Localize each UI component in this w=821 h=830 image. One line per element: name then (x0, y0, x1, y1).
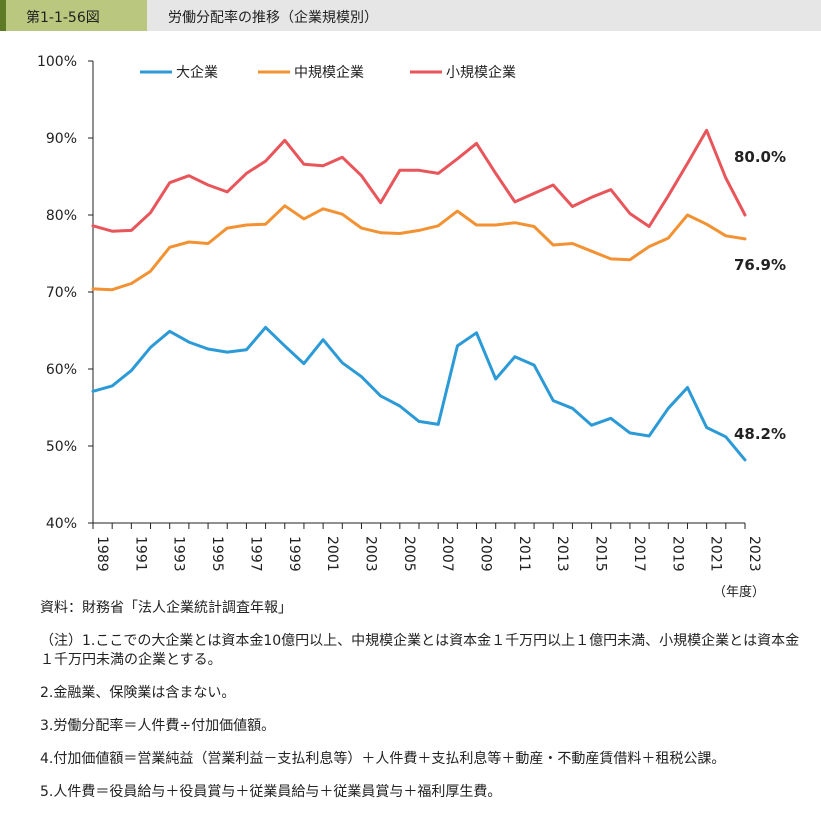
x-tick-label: 2021 (708, 536, 724, 572)
x-tick-label: 1989 (94, 536, 110, 572)
x-tick-label: 2003 (362, 536, 378, 572)
figure-header: 第1-1-56図 労働分配率の推移（企業規模別） (0, 0, 821, 31)
chart-axes: 40% 50% 60% 70% 80% 90% 100% 1989 1991 1993 1995 19… (37, 54, 762, 572)
x-tick-label: 2015 (593, 536, 609, 572)
figure-notes: 資料：財務省「法人企業統計調査年報」 （注）1.ここでの大企業とは資本金10億円… (40, 599, 800, 816)
y-tick-label: 80% (46, 208, 77, 224)
note-2: 2.金融業、保険業は含まない。 (40, 685, 236, 701)
legend-label: 小規模企業 (446, 64, 516, 81)
y-tick-label: 70% (46, 285, 77, 301)
x-tick-label: 2017 (631, 536, 647, 572)
y-tick-label: 40% (46, 516, 77, 532)
chart-legend: 大企業 中規模企業 小規模企業 (140, 64, 516, 81)
figure-number-box: 第1-1-56図 (0, 0, 147, 31)
note-3: 3.労働分配率＝人件費÷付加価値額。 (40, 718, 276, 734)
x-tick-label: 1999 (286, 536, 302, 572)
x-tick-label: 2013 (554, 536, 570, 572)
x-tick-label: 2023 (746, 536, 762, 572)
figure-number: 第1-1-56図 (26, 10, 100, 26)
x-tick-label: 1997 (247, 536, 263, 572)
series-line-3 (91, 128, 747, 233)
end-value-label: 76.9% (734, 256, 786, 274)
x-tick-label: 1993 (171, 536, 187, 572)
x-tick-label: 2019 (669, 536, 685, 572)
end-value-label: 48.2% (734, 425, 786, 443)
x-tick-label: 2007 (439, 536, 455, 572)
series-line-1 (91, 325, 747, 462)
figure-title: 労働分配率の推移（企業規模別） (168, 10, 378, 26)
x-tick-label: 2011 (516, 536, 532, 572)
chart-series-lines (91, 128, 747, 462)
end-value-label: 80.0% (734, 148, 786, 166)
note-5: 5.人件費＝役員給与＋役員賞与＋従業員給与＋従業員賞与＋福利厚生費。 (40, 784, 502, 800)
y-tick-label: 90% (46, 131, 77, 147)
x-axis-unit-label: （年度） (713, 584, 765, 600)
labor-share-line-chart: 40% 50% 60% 70% 80% 90% 100% 1989 1991 1993 1995 19… (37, 54, 786, 600)
x-tick-label: 1995 (209, 536, 225, 572)
x-tick-label: 2001 (324, 536, 340, 572)
x-tick-label: 2009 (478, 536, 494, 572)
legend-label: 中規模企業 (294, 64, 364, 81)
series-line-2 (91, 204, 747, 292)
legend-label: 大企業 (176, 64, 218, 81)
chart-end-labels: 48.2% 76.9% 80.0% (734, 148, 786, 443)
note-4: 4.付加価値額＝営業純益（営業利益－支払利息等）＋人件費＋支払利息等＋動産・不動… (40, 751, 726, 767)
x-tick-label: 2005 (401, 536, 417, 572)
x-tick-label: 1991 (132, 536, 148, 572)
source-note: 資料：財務省「法人企業統計調査年報」 (40, 600, 292, 616)
y-tick-label: 50% (46, 439, 77, 455)
y-tick-label: 60% (46, 362, 77, 378)
y-tick-label: 100% (37, 54, 77, 70)
note-1: （注）1.ここでの大企業とは資本金10億円以上、中規模企業とは資本金１千万円以上… (40, 633, 800, 668)
